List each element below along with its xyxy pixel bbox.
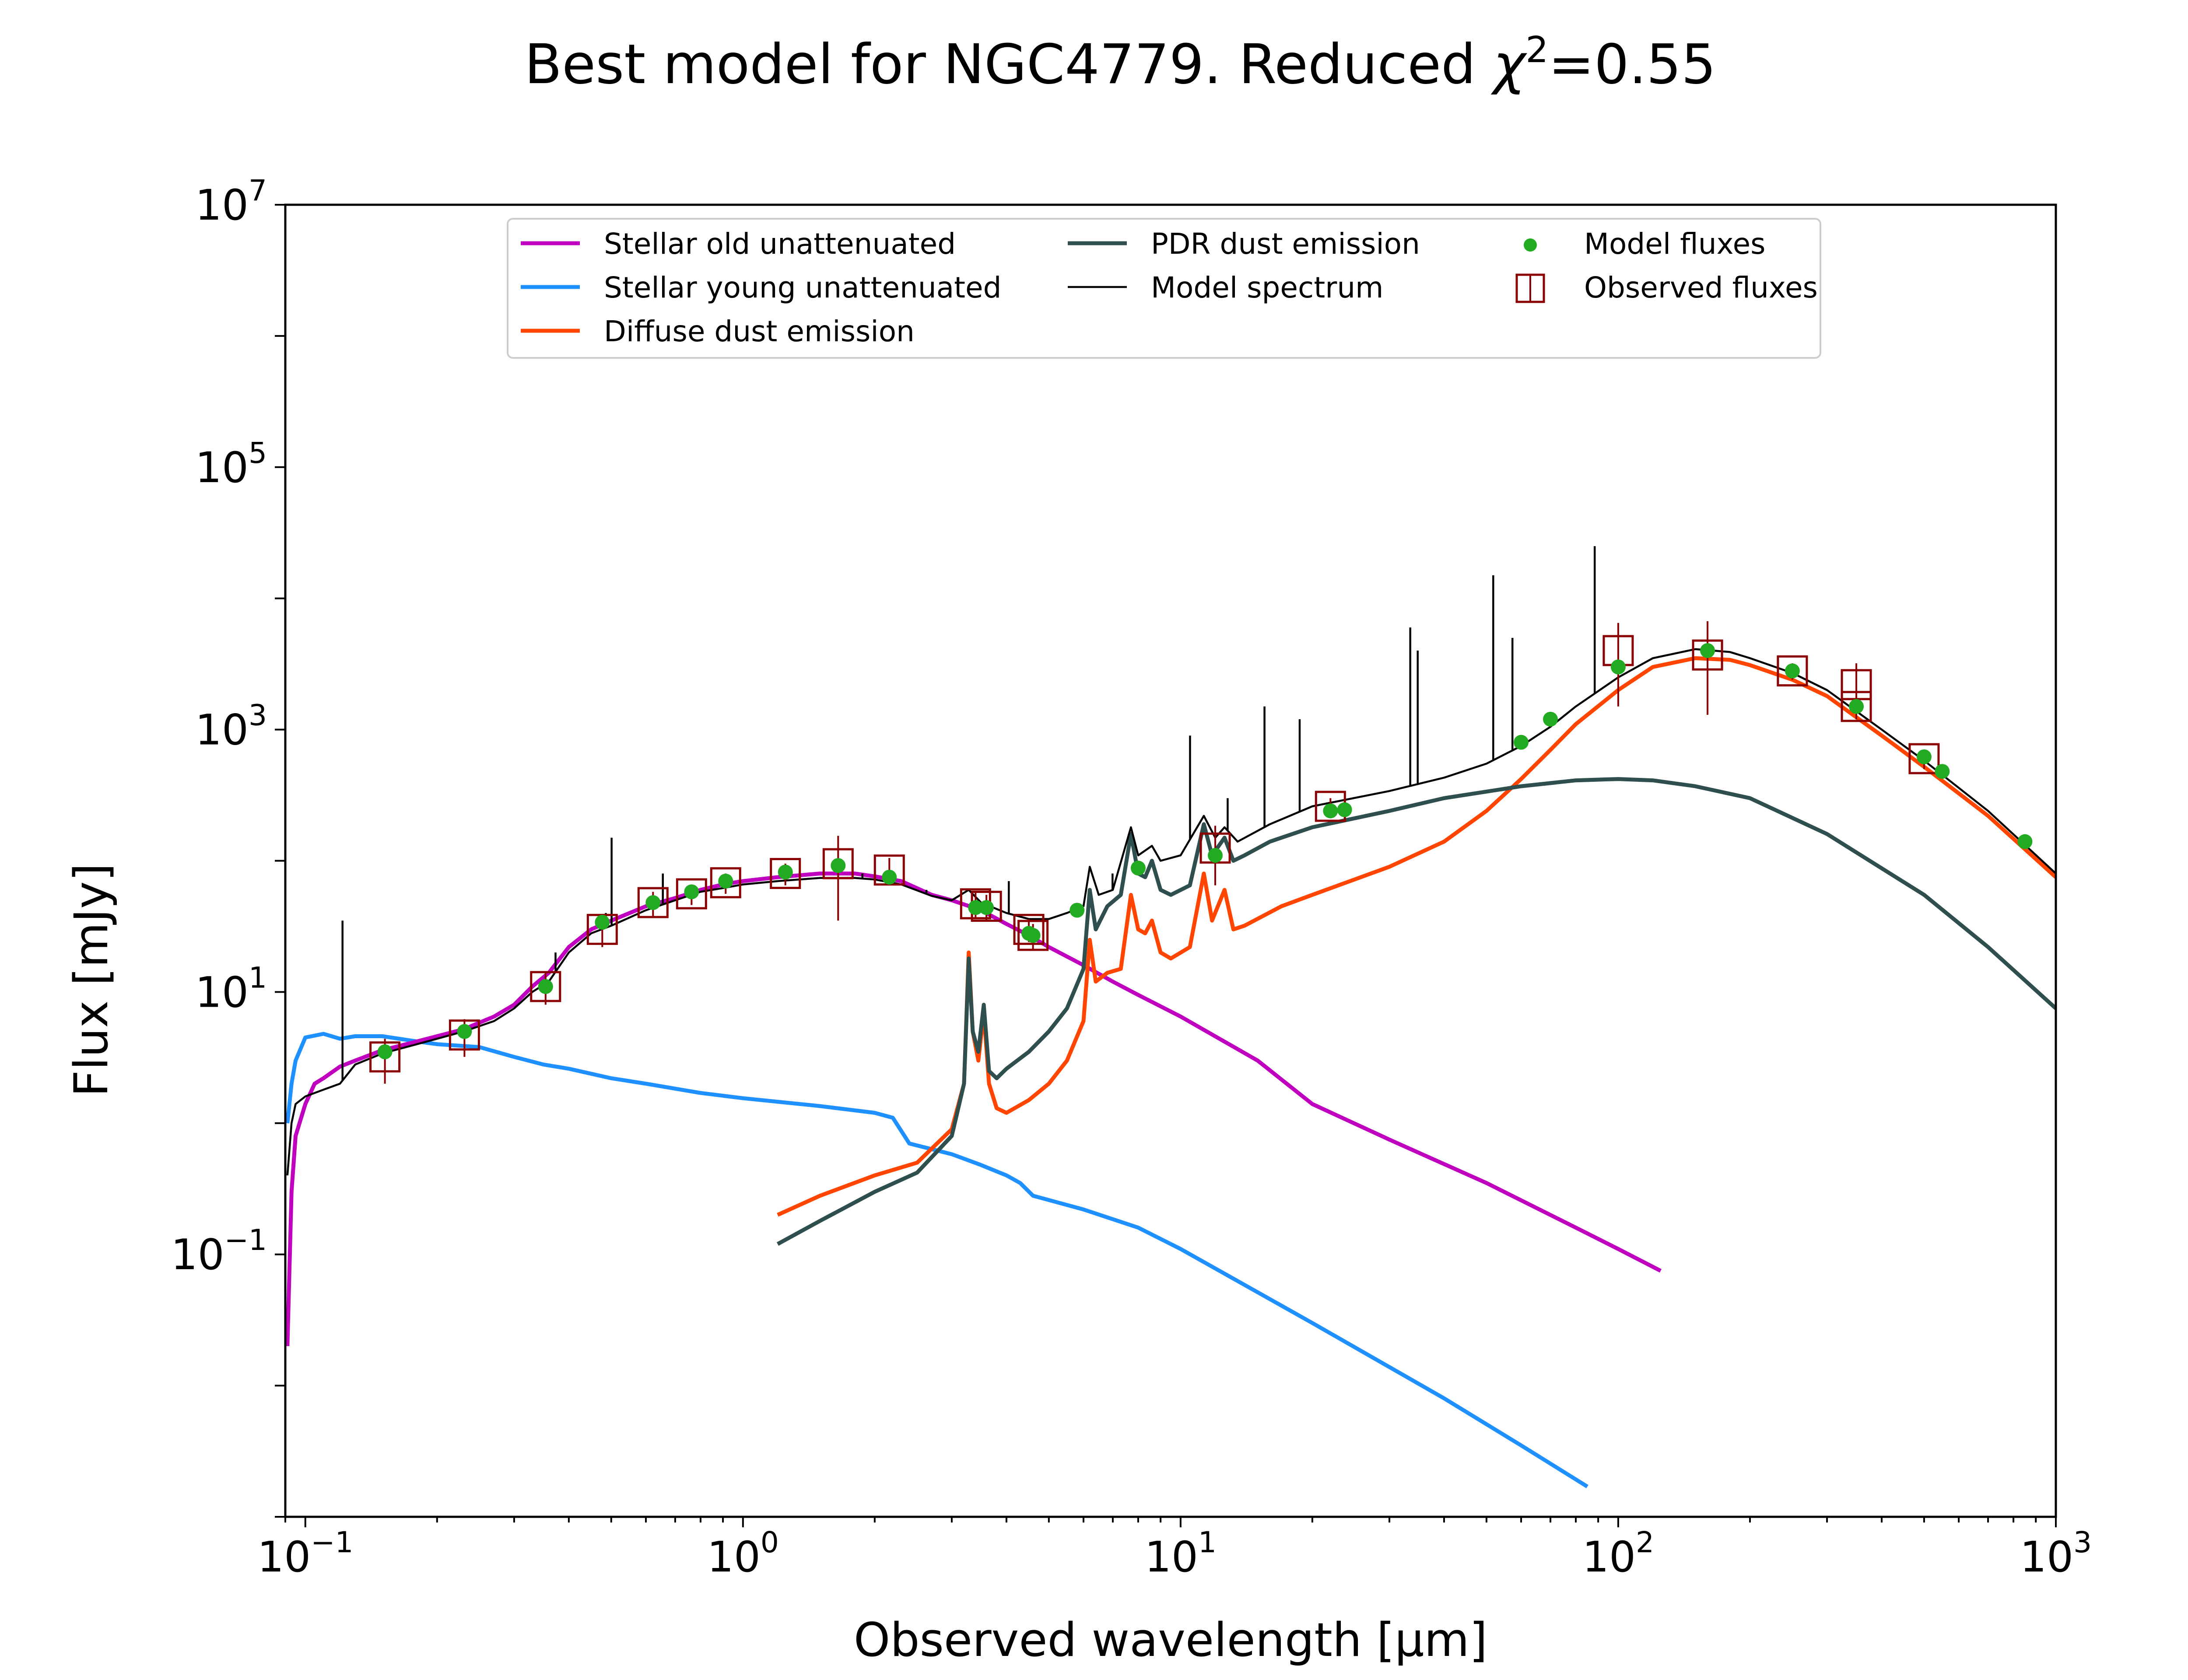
observed-flux-marker <box>1908 743 1940 774</box>
x-tick-label: 10−1 <box>257 1526 353 1582</box>
legend: Stellar old unattenuated Stellar young un… <box>507 218 1821 359</box>
legend-label-diffuse-dust-emission: Diffuse dust emission <box>604 315 915 348</box>
model-flux-point <box>831 858 846 873</box>
series-line-stellar-young-unattenuated <box>285 1032 1588 1488</box>
y-tick-label: 101 <box>195 961 267 1017</box>
tick-exponent: 1 <box>249 961 267 994</box>
model-flux-point <box>1935 764 1950 779</box>
model-flux-point <box>1700 643 1715 658</box>
y-tick-label: 107 <box>195 174 267 230</box>
plot-clipped <box>285 546 2056 1488</box>
tick-base: 10 <box>195 706 249 755</box>
model-flux-point <box>595 915 610 930</box>
title-chi-exponent: 2 <box>1525 29 1548 71</box>
title-chi: χ <box>1490 33 1527 96</box>
legend-swatch-model-fluxes <box>1524 238 1537 252</box>
model-flux-point <box>1337 802 1352 817</box>
y-axis-label: Flux [mJy] <box>64 863 118 1097</box>
tick-base: 10 <box>195 181 249 230</box>
observed-flux-marker <box>1777 655 1808 686</box>
tick-exponent: −1 <box>224 1223 267 1257</box>
tick-exponent: 0 <box>761 1526 779 1559</box>
model-flux-point <box>1130 861 1146 876</box>
observed-flux-marker <box>1013 914 1045 945</box>
observed-flux-marker <box>822 848 854 879</box>
legend-label-pdr-dust-emission: PDR dust emission <box>1151 227 1420 261</box>
x-tick-label: 101 <box>1145 1526 1217 1582</box>
legend-box <box>507 218 1821 359</box>
model-flux-point <box>778 864 793 880</box>
tick-base: 10 <box>2020 1533 2073 1582</box>
model-flux-point <box>538 979 553 994</box>
tick-base: 10 <box>257 1533 311 1582</box>
model-flux-point <box>684 884 699 900</box>
tick-exponent: 7 <box>249 174 267 207</box>
model-flux-point <box>377 1044 393 1060</box>
model-flux-point <box>1916 749 1932 764</box>
series-line-model-spectrum <box>286 648 2056 1176</box>
tick-exponent: 2 <box>1636 1526 1654 1559</box>
x-tick-label: 102 <box>1582 1526 1654 1582</box>
model-flux-point <box>1514 735 1529 750</box>
observed-flux-marker <box>1017 920 1049 951</box>
tick-base: 10 <box>1582 1533 1636 1582</box>
observed-flux-marker <box>1692 639 1723 671</box>
chart-title: Best model for NGC4779. Reduced χ2=0.55 <box>525 29 1716 96</box>
model-flux-point <box>645 895 661 910</box>
tick-base: 10 <box>195 443 249 492</box>
observed-flux-marker <box>449 1019 480 1051</box>
tick-base: 10 <box>707 1533 761 1582</box>
tick-base: 10 <box>171 1230 224 1279</box>
observed-flux-marker <box>770 858 801 889</box>
observed-flux-marker <box>637 887 669 918</box>
tick-exponent: −1 <box>311 1526 353 1559</box>
tick-exponent: 5 <box>249 436 267 470</box>
model-flux-point <box>979 900 994 915</box>
plot-area <box>285 546 2056 1488</box>
y-tick-label: 103 <box>195 699 267 755</box>
series-line-stellar-old-unattenuated <box>285 872 1662 1346</box>
model-flux-point <box>1610 659 1626 675</box>
legend-label-model-spectrum: Model spectrum <box>1151 271 1383 304</box>
model-flux-point <box>882 869 897 885</box>
tick-base: 10 <box>1145 1533 1198 1582</box>
y-tick-label: 10−1 <box>171 1223 267 1279</box>
x-axis-label: Observed wavelength [μm] <box>854 1613 1487 1667</box>
observed-flux-marker <box>710 867 741 899</box>
model-flux-point <box>718 873 733 889</box>
model-flux-point <box>1208 848 1223 863</box>
observed-flux-marker <box>676 878 707 910</box>
observed-flux-marker <box>530 971 561 1002</box>
model-flux-point <box>1323 803 1338 819</box>
model-flux-point <box>1025 928 1041 943</box>
title-suffix: =0.55 <box>1548 33 1716 96</box>
model-flux-point <box>1069 903 1085 918</box>
model-flux-point <box>2017 834 2033 849</box>
model-flux-point <box>968 900 983 915</box>
tick-exponent: 1 <box>1198 1526 1217 1559</box>
model-flux-point <box>1785 663 1800 679</box>
legend-label-stellar-young-unattenuated: Stellar young unattenuated <box>604 271 1002 304</box>
series-line-pdr-dust-emission <box>776 777 2056 1246</box>
x-tick-label: 100 <box>707 1526 779 1582</box>
model-flux-point <box>1849 699 1864 714</box>
x-tick-label: 103 <box>2020 1526 2092 1582</box>
model-flux-point <box>1543 711 1558 727</box>
model-flux-point <box>457 1024 472 1039</box>
tick-base: 10 <box>195 968 249 1017</box>
legend-label-stellar-old-unattenuated: Stellar old unattenuated <box>604 227 956 261</box>
y-tick-label: 105 <box>195 436 267 492</box>
title-prefix: Best model for NGC4779. Reduced <box>525 33 1494 96</box>
observed-flux-marker <box>1841 691 1872 722</box>
tick-exponent: 3 <box>249 699 267 732</box>
tick-exponent: 3 <box>2073 1526 2092 1559</box>
observed-flux-marker <box>369 1041 401 1073</box>
legend-label-model-fluxes: Model fluxes <box>1584 227 1766 261</box>
legend-label-observed-fluxes: Observed fluxes <box>1584 271 1818 304</box>
